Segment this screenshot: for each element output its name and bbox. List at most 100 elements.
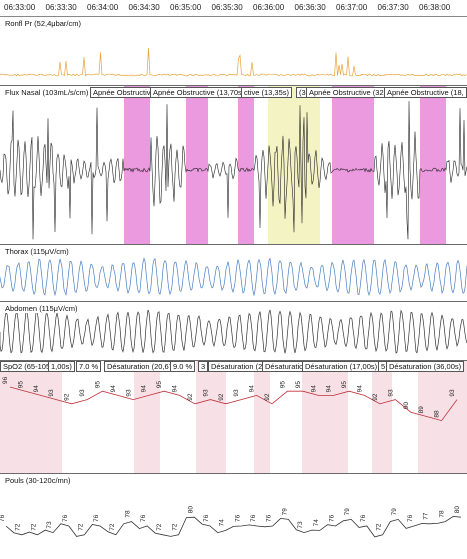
snore-waveform [0, 47, 467, 77]
pulse-value-label: 76 [0, 514, 6, 522]
channel-thorax[interactable]: Thorax (115μV/cm) [0, 245, 467, 302]
time-tick: 06:35:30 [211, 3, 243, 12]
pulse-value-label: 80 [187, 506, 194, 514]
apnea-band [332, 86, 374, 244]
pulse-value-label: 76 [407, 514, 414, 522]
pulse-value-label: 79 [281, 508, 288, 516]
time-tick: 06:37:00 [336, 3, 368, 12]
channel-label-abdomen: Abdomen (115μV/cm) [3, 304, 80, 313]
channel-snore[interactable]: Ronfl Pr (52,4μbar/cm) [0, 17, 467, 86]
pulse-value-label: 72 [156, 523, 163, 531]
time-tick: 06:38:00 [419, 3, 451, 12]
spo2-value-label: 95 [17, 381, 24, 389]
channel-abdomen[interactable]: Abdomen (115μV/cm) [0, 302, 467, 361]
spo2-value-label: 95 [295, 381, 302, 389]
pulse-value-label: 78 [438, 510, 445, 518]
event-label[interactable]: Apnée Obstructive (13,70s) [150, 87, 248, 98]
event-label[interactable]: Désaturation (36,00s) [386, 361, 465, 372]
spo2-value-label: 93 [233, 389, 240, 397]
apnea-band [420, 86, 446, 244]
nasal-flow-waveform [0, 101, 467, 240]
spo2-value-label: 89 [418, 406, 425, 414]
apnea-band [186, 86, 208, 244]
spo2-value-label: 94 [110, 385, 117, 393]
channel-nasal-flow[interactable]: Flux Nasal (103mL/s/cm) Apnée Obstructiv… [0, 86, 467, 245]
time-tick: 06:34:30 [128, 3, 160, 12]
event-label[interactable]: Apnée Obstructive [90, 87, 158, 98]
event-label[interactable]: Apnée Obstructive (32, [306, 87, 389, 98]
spo2-value-label: 94 [249, 385, 256, 393]
pulse-value-label: 76 [203, 514, 210, 522]
event-label[interactable]: 3 [198, 361, 209, 372]
desaturation-band [418, 361, 467, 473]
spo2-value-label: 95 [156, 381, 163, 389]
pulse-value-label: 76 [250, 514, 257, 522]
time-tick: 06:35:00 [170, 3, 202, 12]
spo2-value-label: 93 [202, 389, 209, 397]
desaturation-band [372, 361, 392, 473]
pulse-value-label: 79 [391, 508, 398, 516]
pulse-value-label: 80 [454, 506, 461, 514]
desaturation-band [302, 361, 348, 473]
time-tick: 06:33:30 [45, 3, 77, 12]
pulse-value-label: 72 [77, 523, 84, 531]
desaturation-band [134, 361, 160, 473]
spo2-value-label: 93 [48, 389, 55, 397]
time-tick: 06:33:00 [4, 3, 36, 12]
spo2-value-label: 94 [33, 385, 40, 393]
pulse-value-label: 76 [329, 514, 336, 522]
channel-label-thorax: Thorax (115μV/cm) [3, 247, 71, 256]
spo2-value-label: 94 [172, 385, 179, 393]
channel-pulse[interactable]: Pouls (30-120c/mn) 76 72 72 73 76 72 76 72 78 76 7… [0, 474, 467, 559]
spo2-value-label: 92 [187, 393, 194, 401]
pulse-value-label: 78 [125, 510, 132, 518]
channel-label-pulse: Pouls (30-120c/mn) [3, 476, 73, 485]
pulse-value-label: 74 [313, 519, 320, 527]
spo2-value-label: 94 [357, 385, 364, 393]
desaturation-band [196, 361, 226, 473]
spo2-value-label: 94 [326, 385, 333, 393]
pulse-value-label: 72 [109, 523, 116, 531]
pulse-value-label: 72 [376, 523, 383, 531]
event-label[interactable]: Désaturation (17,00s) [302, 361, 381, 372]
pulse-value-label: 76 [360, 514, 367, 522]
pulse-value-label: 73 [297, 521, 304, 529]
snore-line [0, 47, 467, 77]
thorax-line [0, 257, 467, 297]
spo2-value-label: 95 [341, 381, 348, 389]
spo2-value-label: 93 [79, 389, 86, 397]
event-label[interactable]: Désaturation (2 [208, 361, 266, 372]
pulse-trace: 76 72 72 73 76 72 76 72 78 76 72 72 80 76 74 76 76 76 79 73… [0, 506, 462, 538]
thorax-waveform [0, 257, 467, 297]
time-tick: 06:36:00 [253, 3, 285, 12]
time-tick: 06:34:00 [87, 3, 119, 12]
desaturation-band [0, 361, 62, 473]
time-tick: 06:36:30 [294, 3, 326, 12]
spo2-value-label: 94 [141, 385, 148, 393]
spo2-value-label: 88 [434, 410, 441, 418]
time-axis: 06:33:00 06:33:30 06:34:00 06:34:30 06:35:00… [0, 0, 467, 17]
event-label[interactable]: Apnée Obstructive (18, [384, 87, 467, 98]
event-label[interactable]: 1,00s) [48, 361, 75, 372]
spo2-line [9, 386, 458, 422]
event-label[interactable]: ctive (13,35s) [241, 87, 293, 98]
channel-label-snore: Ronfl Pr (52,4μbar/cm) [3, 19, 84, 28]
spo2-value-label: 95 [95, 381, 102, 389]
pulse-line [5, 515, 462, 538]
pulse-value-label: 76 [234, 514, 241, 522]
pulse-value-label: 72 [172, 523, 179, 531]
channel-label-nasal-flow: Flux Nasal (103mL/s/cm) [3, 88, 91, 97]
spo2-value-label: 93 [449, 389, 456, 397]
apnea-band [238, 86, 254, 244]
channel-spo2[interactable]: SpO2 (65-105%) 1,00s) 7.0 % Désaturation… [0, 361, 467, 474]
spo2-value-label: 95 [279, 381, 286, 389]
pulse-value-label: 73 [46, 521, 53, 529]
pulse-value-label: 77 [423, 512, 430, 520]
event-label[interactable]: 7.0 % [76, 361, 102, 372]
spo2-value-label: 94 [310, 385, 317, 393]
pulse-value-label: 76 [93, 514, 100, 522]
event-label[interactable]: Désaturatio [262, 361, 307, 372]
spo2-value-label: 92 [64, 393, 71, 401]
event-label[interactable]: 9.0 % [170, 361, 196, 372]
